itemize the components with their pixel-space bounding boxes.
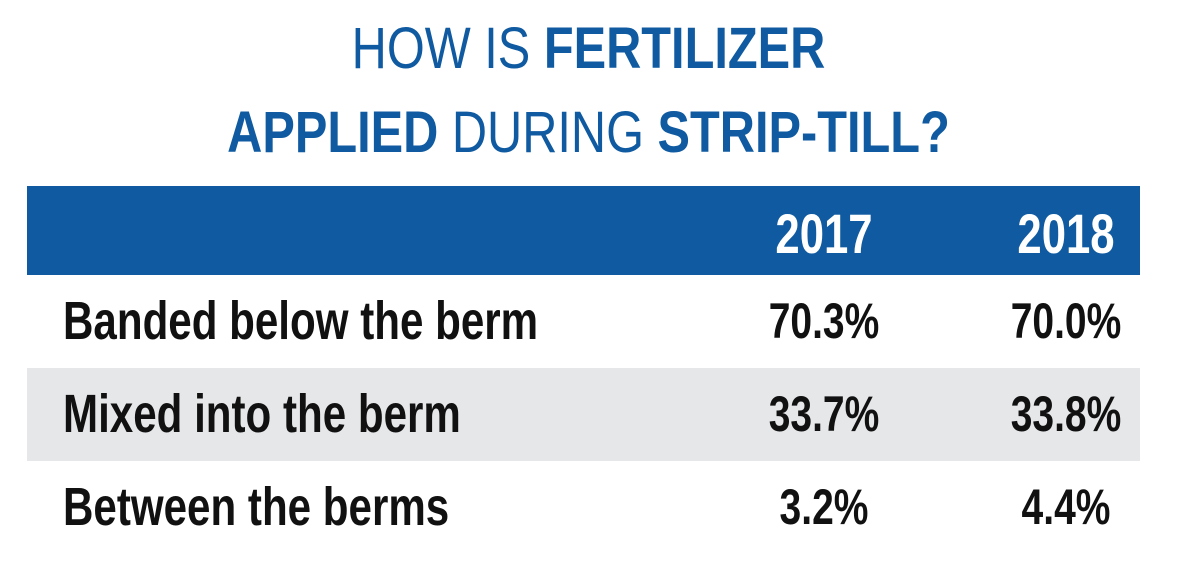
title-line-1: HOW IS FERTILIZER [94, 18, 1083, 80]
column-header-2017: 2017 [775, 202, 873, 265]
table-row: Between the berms 3.2% 4.4% [27, 461, 1140, 554]
cell-value: 70.0% [1010, 293, 1122, 349]
cell-value: 4.4% [1021, 479, 1111, 535]
table-row: Mixed into the berm 33.7% 33.8% [27, 368, 1140, 461]
cell-value: 33.7% [768, 386, 880, 442]
cell-value: 70.3% [768, 293, 880, 349]
row-label: Mixed into the berm [63, 384, 461, 444]
row-label: Banded below the berm [63, 291, 539, 351]
cell-value: 3.2% [779, 479, 869, 535]
title-line-2: APPLIED DURING STRIP-TILL? [94, 102, 1083, 164]
title-segment: FERTILIZER [543, 16, 826, 81]
table-header-row: 2017 2018 [27, 186, 1140, 275]
table-row: Banded below the berm 70.3% 70.0% [27, 275, 1140, 368]
title-segment: HOW IS [351, 16, 544, 81]
data-table: 2017 2018 Banded below the berm 70.3% 70… [27, 186, 1140, 554]
title-segment: APPLIED [227, 100, 439, 165]
cell-value: 33.8% [1010, 386, 1122, 442]
title-segment: DURING [438, 100, 658, 165]
title-segment: STRIP-TILL? [657, 100, 950, 165]
column-header-2018: 2018 [1017, 202, 1115, 265]
row-label: Between the berms [63, 477, 450, 537]
